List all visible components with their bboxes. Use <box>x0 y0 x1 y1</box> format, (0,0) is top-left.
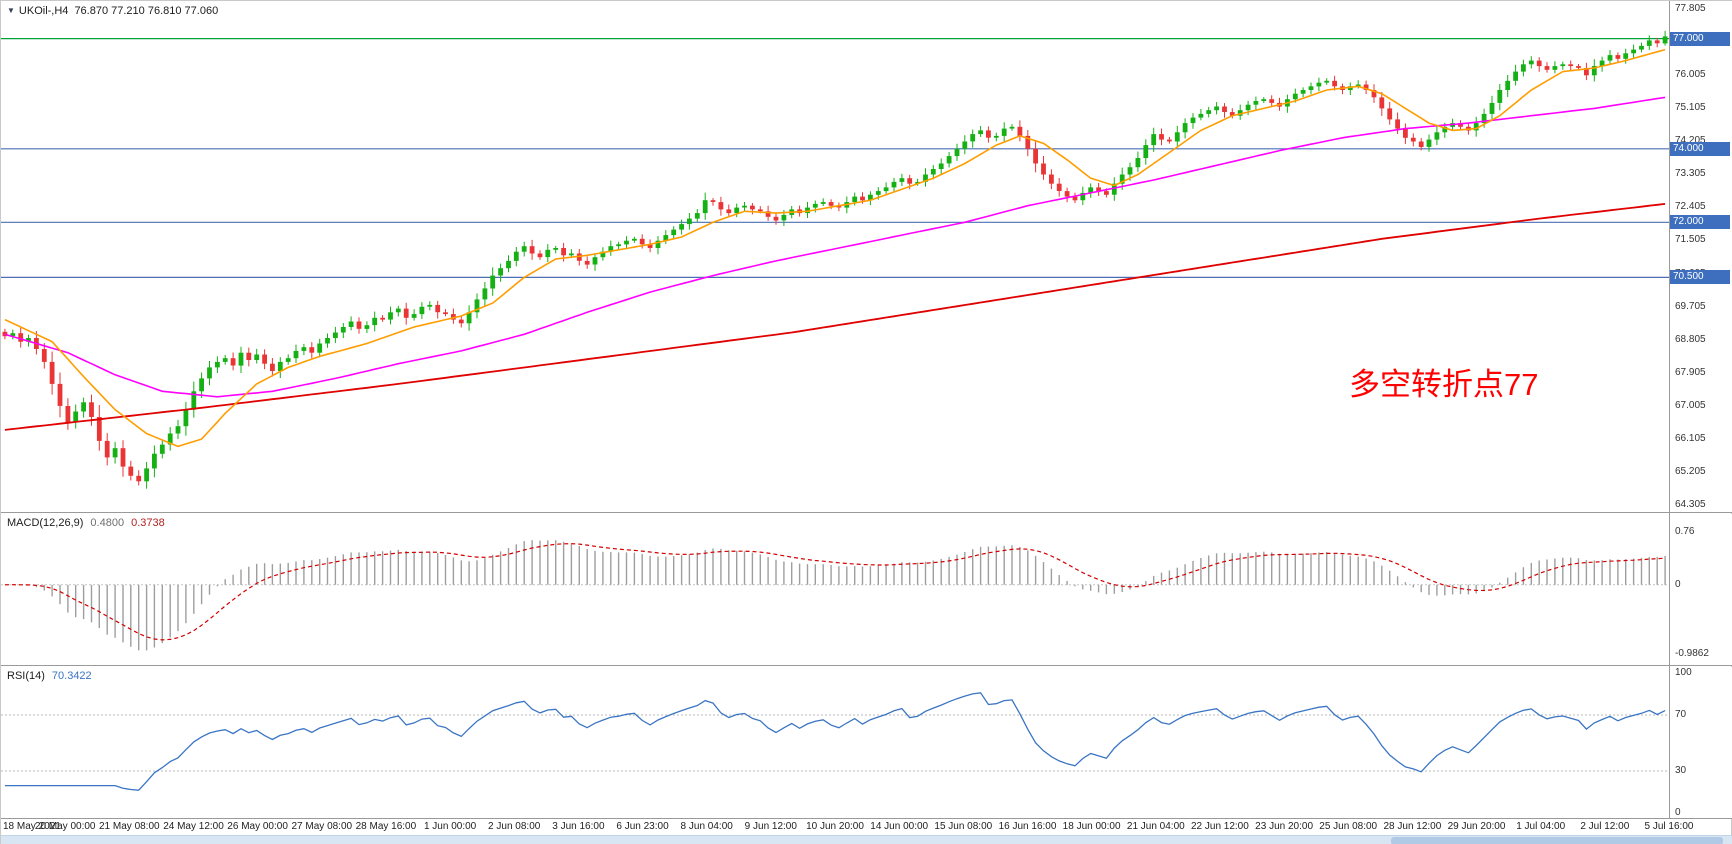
time-axis-label: 6 Jun 23:00 <box>616 821 669 832</box>
axis-tick-label: 67.005 <box>1675 399 1706 411</box>
time-axis-label: 27 May 08:00 <box>291 821 353 832</box>
axis-tick-label: 66.105 <box>1675 432 1706 444</box>
time-axis-label: 8 Jun 04:00 <box>680 821 733 832</box>
time-axis-label: 29 Jun 20:00 <box>1447 821 1506 832</box>
macd-signal-value: 0.3738 <box>131 517 165 529</box>
axis-tick-label: 70 <box>1675 709 1687 720</box>
macd-label: MACD(12,26,9) 0.4800 0.3738 <box>7 517 165 529</box>
macd-main-value: 0.4800 <box>90 517 125 529</box>
time-axis-label: 10 Jun 20:00 <box>806 821 864 832</box>
time-axis-label: 28 May 16:00 <box>355 821 417 832</box>
axis-tick-label: 67.905 <box>1675 366 1706 378</box>
time-axis-label: 2 Jun 08:00 <box>488 821 541 832</box>
time-axis-label: 26 May 00:00 <box>227 821 288 832</box>
time-axis-label: 1 Jul 04:00 <box>1516 821 1566 832</box>
time-axis-label: 9 Jun 12:00 <box>744 821 797 832</box>
price-line-badge: 74.000 <box>1670 141 1730 156</box>
ma-fast-line <box>4 48 1666 448</box>
scrollbar-thumb[interactable] <box>1391 837 1723 844</box>
time-axis-label: 15 Jun 08:00 <box>934 821 993 832</box>
time-axis-label: 5 Jul 16:00 <box>1644 821 1694 832</box>
chart-annotation-text: 多空转折点77 <box>1349 367 1539 402</box>
axis-tick-label: 64.305 <box>1675 499 1706 510</box>
rsi-levels-layer <box>1 714 1669 772</box>
axis-tick-label: 100 <box>1675 667 1692 678</box>
time-axis-label: 14 Jun 00:00 <box>870 821 929 832</box>
time-axis[interactable]: 18 May 2021 20 May 00:00 21 May 08:00 24 Ma… <box>1 820 1732 835</box>
axis-tick-label: 73.305 <box>1675 168 1706 180</box>
candles-layer <box>2 30 1668 489</box>
price-chart-canvas[interactable] <box>1 1 1669 513</box>
symbol-name: UKOil-,H4 <box>18 5 69 17</box>
ohlc-quote-text: 76.870 77.210 76.810 77.060 <box>74 5 219 17</box>
price-line-badge: 72.000 <box>1670 215 1730 230</box>
hlines-layer <box>1 37 1669 278</box>
time-axis-label: 20 May 00:00 <box>34 821 96 832</box>
price-line-badge: 77.000 <box>1670 31 1730 46</box>
time-axis-label: 1 Jun 00:00 <box>423 821 477 832</box>
axis-tick-label: 71.505 <box>1675 234 1706 246</box>
axis-tick-label: 77.805 <box>1675 3 1706 14</box>
symbol-label: ▼ UKOil-,H4 76.870 77.210 76.810 77.060 <box>7 5 218 17</box>
macd-name: MACD(12,26,9) <box>7 517 84 529</box>
rsi-line <box>4 692 1666 791</box>
axis-tick-label: 30 <box>1675 765 1687 776</box>
time-axis-label: 25 Jun 08:00 <box>1319 821 1378 832</box>
time-axis-label: 18 Jun 00:00 <box>1062 821 1121 832</box>
price-chart-panel[interactable]: ▼ UKOil-,H4 76.870 77.210 76.810 77.060 多空… <box>1 1 1732 513</box>
time-axis-label: 21 May 08:00 <box>98 821 160 832</box>
axis-tick-label: 65.205 <box>1675 465 1706 477</box>
macd-canvas[interactable] <box>1 514 1669 666</box>
time-axis-label: 21 Jun 04:00 <box>1126 821 1185 832</box>
time-axis-label: 18 May 2021 <box>3 821 61 832</box>
macd-histogram-layer <box>12 540 1666 651</box>
time-axis-label: 16 Jun 16:00 <box>998 821 1057 832</box>
horizontal-scrollbar[interactable] <box>1 835 1732 844</box>
rsi-indicator-panel[interactable]: RSI(14) 70.3422 100 70 30 0 <box>1 667 1732 819</box>
time-axis-label: 2 Jul 12:00 <box>1580 821 1630 832</box>
axis-separator <box>1669 1 1670 819</box>
axis-tick-label: 0 <box>1675 807 1681 818</box>
rsi-canvas[interactable] <box>1 667 1669 819</box>
ma-slow-line <box>4 203 1666 431</box>
macd-indicator-panel[interactable]: MACD(12,26,9) 0.4800 0.3738 0.76 0 -0.9862 <box>1 514 1732 666</box>
rsi-axis: 100 70 30 0 <box>1670 667 1732 818</box>
time-axis-label: 23 Jun 20:00 <box>1255 821 1314 832</box>
macd-axis: 0.76 0 -0.9862 <box>1670 514 1732 665</box>
axis-tick-label: 69.705 <box>1675 300 1706 312</box>
axis-tick-label: 72.405 <box>1675 201 1706 213</box>
ma-mid-line <box>4 96 1666 398</box>
price-axis: 77.80576.90576.00575.10574.20573.30572.4… <box>1670 1 1732 512</box>
axis-tick-label: 68.805 <box>1675 333 1706 345</box>
macd-signal-line <box>4 543 1666 641</box>
axis-tick-label: -0.9862 <box>1675 647 1709 659</box>
rsi-label: RSI(14) 70.3422 <box>7 670 92 682</box>
axis-tick-label: 0.76 <box>1675 525 1695 537</box>
price-line-badge: 70.500 <box>1670 270 1730 285</box>
axis-tick-label: 76.005 <box>1675 69 1706 81</box>
time-axis-label: 3 Jun 16:00 <box>552 821 605 832</box>
axis-tick-label: 74.205 <box>1675 135 1706 147</box>
axis-tick-label: 0 <box>1675 578 1681 590</box>
rsi-name: RSI(14) <box>7 670 45 682</box>
time-axis-label: 22 Jun 12:00 <box>1190 821 1249 832</box>
chart-dropdown-icon[interactable]: ▼ <box>7 6 15 15</box>
rsi-value: 70.3422 <box>51 670 92 682</box>
axis-tick-label: 75.105 <box>1675 102 1706 114</box>
time-axis-label: 24 May 12:00 <box>163 821 224 832</box>
time-axis-label: 28 Jun 12:00 <box>1383 821 1442 832</box>
